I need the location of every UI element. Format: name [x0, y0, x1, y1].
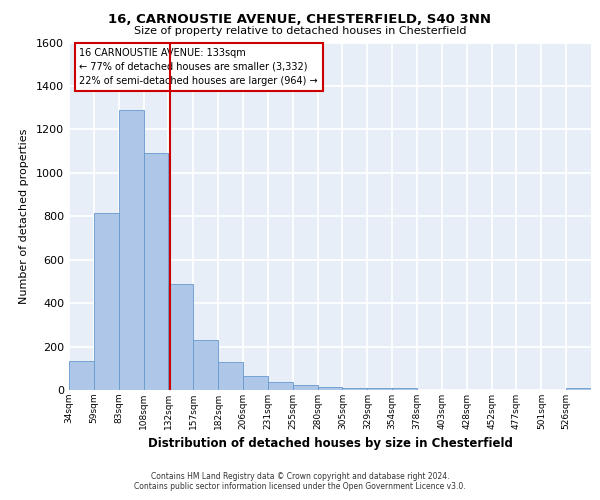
Bar	[343, 388, 367, 390]
Y-axis label: Number of detached properties: Number of detached properties	[19, 128, 29, 304]
X-axis label: Distribution of detached houses by size in Chesterfield: Distribution of detached houses by size …	[148, 438, 512, 450]
Bar	[293, 384, 317, 390]
Bar	[143, 154, 169, 390]
Text: 16, CARNOUSTIE AVENUE, CHESTERFIELD, S40 3NN: 16, CARNOUSTIE AVENUE, CHESTERFIELD, S40…	[109, 13, 491, 26]
Bar	[218, 362, 243, 390]
Bar	[367, 388, 392, 390]
Text: Size of property relative to detached houses in Chesterfield: Size of property relative to detached ho…	[134, 26, 466, 36]
Bar	[243, 376, 268, 390]
Bar	[69, 361, 94, 390]
Bar	[193, 340, 218, 390]
Bar	[119, 110, 143, 390]
Bar	[94, 214, 119, 390]
Text: Contains HM Land Registry data © Crown copyright and database right 2024.
Contai: Contains HM Land Registry data © Crown c…	[134, 472, 466, 491]
Text: 16 CARNOUSTIE AVENUE: 133sqm
← 77% of detached houses are smaller (3,332)
22% of: 16 CARNOUSTIE AVENUE: 133sqm ← 77% of de…	[79, 48, 318, 86]
Bar	[392, 388, 417, 390]
Bar	[566, 388, 591, 390]
Bar	[317, 388, 343, 390]
Bar	[169, 284, 193, 390]
Bar	[268, 382, 293, 390]
